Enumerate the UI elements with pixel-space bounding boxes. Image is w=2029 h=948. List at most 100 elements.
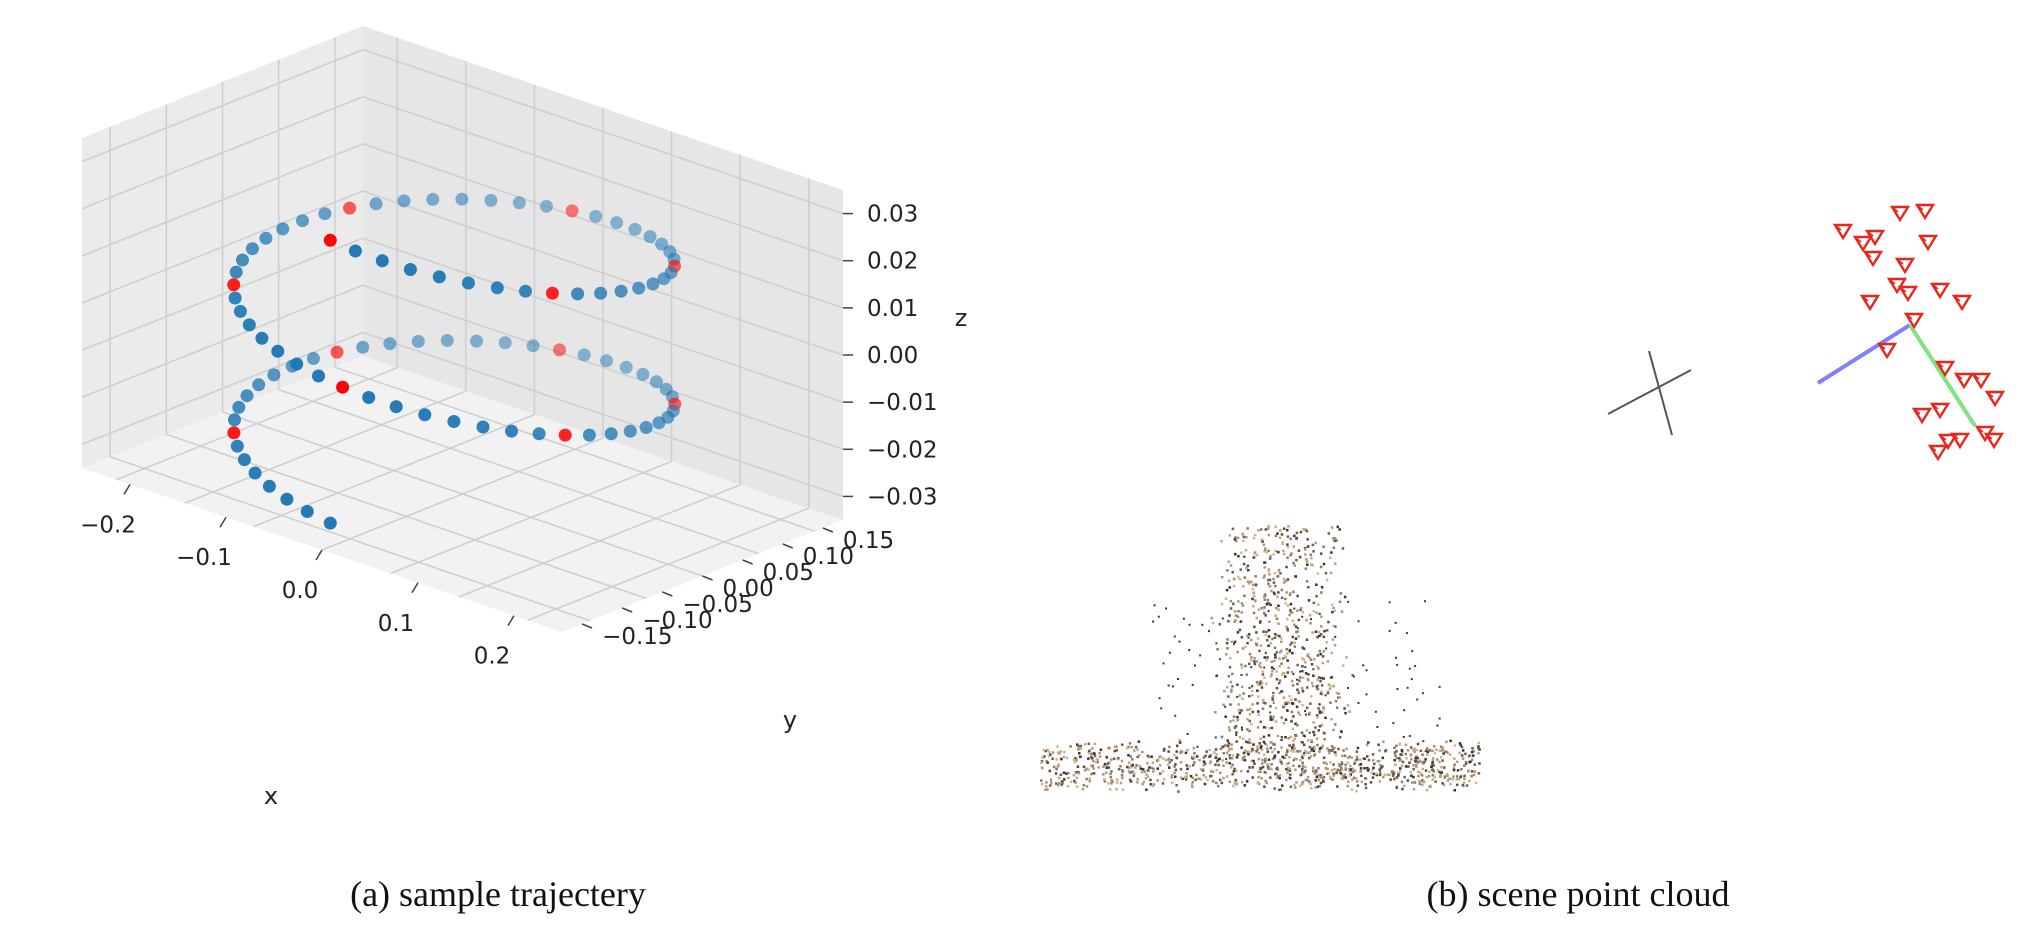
cloud-point [1231, 685, 1234, 688]
cloud-point [1253, 599, 1257, 603]
cloud-point [1225, 758, 1228, 761]
cloud-point [1040, 782, 1044, 786]
camera-marker-edge [1899, 286, 1907, 293]
trajectory-point [411, 334, 425, 348]
cloud-point [1274, 549, 1278, 553]
cloud-point [1275, 776, 1279, 779]
grid-line [81, 190, 844, 356]
cloud-point [1325, 647, 1328, 650]
cloud-point [1286, 652, 1289, 655]
cloud-point [1270, 717, 1273, 720]
cloud-point [1328, 556, 1332, 559]
y-tick-label: 0.10 [803, 544, 854, 570]
cloud-point [1306, 563, 1309, 566]
cloud-point [1278, 536, 1282, 539]
cloud-point [1094, 761, 1098, 764]
cloud-point [1348, 710, 1351, 713]
trajectory-point [594, 286, 608, 300]
cloud-point [1392, 722, 1395, 725]
cloud-point [1325, 641, 1328, 644]
cloud-point [1231, 773, 1234, 776]
cloud-point [1051, 757, 1054, 760]
cloud-point [1256, 726, 1260, 729]
cloud-point [1088, 749, 1091, 752]
cloud-point [1234, 552, 1237, 556]
grid-line [81, 95, 844, 262]
trajectory-point [237, 453, 251, 467]
cloud-point [1225, 751, 1229, 755]
cloud-point [1302, 647, 1306, 650]
cloud-point [1280, 637, 1283, 640]
cloud-point [1399, 767, 1402, 770]
cloud-point [1215, 642, 1218, 645]
cloud-point [1273, 592, 1276, 596]
cloud-point [1202, 763, 1206, 767]
world-origin-axes [1607, 350, 1692, 436]
cloud-point [1302, 734, 1305, 737]
cloud-point [1425, 788, 1429, 792]
cloud-point [1339, 592, 1343, 595]
trajectory-point [228, 413, 241, 427]
cloud-point [1227, 749, 1230, 753]
cloud-point [1267, 568, 1271, 571]
cloud-point [1073, 779, 1076, 783]
cloud-point [1177, 790, 1180, 793]
cloud-point [1416, 742, 1420, 746]
cloud-point [1371, 768, 1374, 771]
cloud-point [1285, 762, 1289, 766]
cloud-point [1248, 729, 1251, 733]
cloud-point [1233, 640, 1237, 644]
cloud-point [1321, 777, 1325, 781]
cloud-point [1239, 620, 1242, 623]
cloud-point [1334, 562, 1337, 565]
cloud-point [1242, 585, 1245, 588]
cloud-point [1333, 644, 1337, 647]
cloud-point [1208, 761, 1212, 765]
cloud-point [1209, 770, 1213, 773]
cloud-point [1127, 761, 1131, 765]
cloud-point [1340, 762, 1344, 766]
cloud-point [1304, 661, 1307, 664]
cloud-point [1214, 756, 1218, 759]
z-tick-label: −0.03 [867, 484, 937, 510]
cloud-point [1315, 775, 1319, 779]
cloud-point [1359, 762, 1363, 766]
cloud-point [1315, 595, 1318, 598]
cloud-point [1288, 695, 1291, 698]
cloud-point [1412, 788, 1416, 791]
cloud-point [1290, 749, 1293, 753]
cloud-point [1264, 548, 1267, 552]
cloud-point [1293, 623, 1296, 627]
cloud-point [1317, 729, 1321, 732]
camera-marker-edge [1972, 373, 1980, 380]
cloud-point [1372, 766, 1375, 770]
cloud-point [1262, 726, 1266, 729]
cloud-point [1414, 665, 1417, 668]
cloud-point [1343, 773, 1347, 776]
cloud-point [1273, 636, 1277, 639]
cloud-point [1270, 768, 1273, 771]
cloud-point [1303, 753, 1306, 757]
cloud-point [1314, 779, 1317, 782]
x-tick-mark [219, 516, 227, 528]
cloud-point [1205, 750, 1208, 753]
cloud-point [1465, 784, 1469, 787]
trajectory-point [614, 284, 628, 298]
cloud-point [1235, 740, 1238, 743]
cloud-point [1160, 707, 1163, 710]
cloud-point [1263, 598, 1266, 601]
cloud-point [1426, 750, 1430, 754]
cloud-point [1041, 766, 1044, 770]
cloud-point [1043, 755, 1046, 758]
cloud-point [1299, 670, 1302, 673]
cloud-point [1433, 775, 1437, 779]
cloud-point [1221, 575, 1224, 579]
cloud-point [1040, 779, 1043, 782]
cloud-point [1332, 772, 1335, 775]
cloud-point [1265, 630, 1268, 634]
cloud-point [1381, 765, 1384, 768]
cloud-point [1422, 780, 1426, 783]
cloud-point [1328, 775, 1332, 779]
cloud-point [1193, 761, 1196, 764]
cloud-point [1326, 690, 1330, 694]
